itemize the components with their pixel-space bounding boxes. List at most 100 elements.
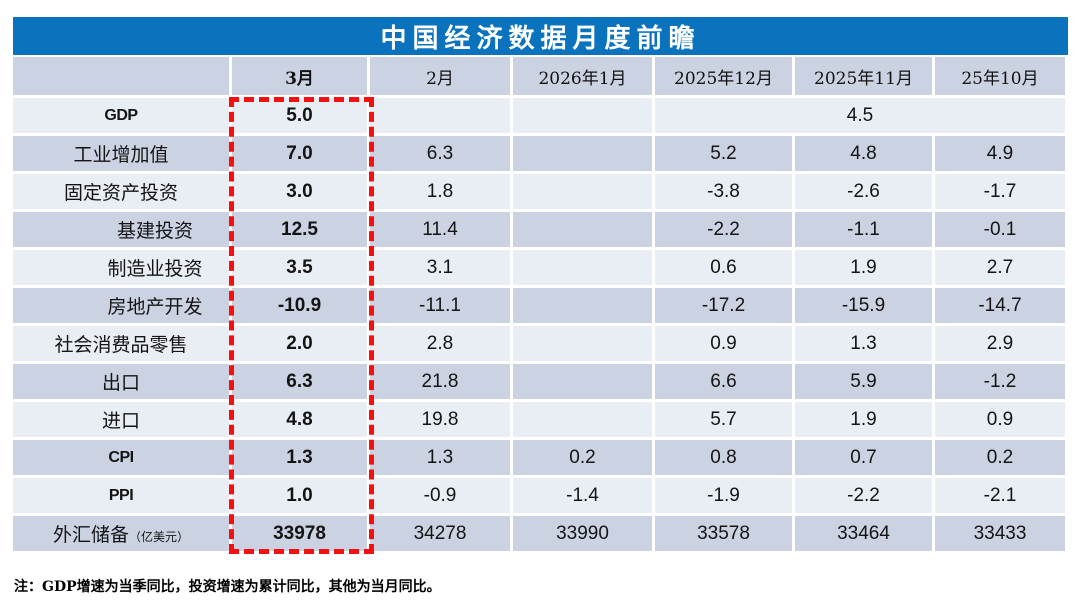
row-label: 进口 bbox=[13, 402, 229, 437]
value-cell: 5.7 bbox=[655, 402, 792, 437]
value-cell bbox=[513, 326, 652, 361]
row-label: 出口 bbox=[13, 364, 229, 399]
economic-data-table: 3月 2月 2026年1月 2025年12月 2025年11月 25年10月 GDP 5.0… bbox=[10, 54, 1068, 554]
table-row: 工业增加值 7.0 6.3 5.2 4.8 4.9 bbox=[13, 136, 1065, 171]
row-label-text: 出口 bbox=[101, 372, 140, 394]
value-cell: -2.2 bbox=[655, 212, 792, 247]
row-label-text: 制造业投资 bbox=[107, 258, 203, 280]
value-cell: -1.1 bbox=[795, 212, 932, 247]
row-label-text: CPI bbox=[108, 448, 134, 466]
value-cell: 1.9 bbox=[795, 250, 932, 285]
table-row: 进口 4.8 19.8 5.7 1.9 0.9 bbox=[13, 402, 1065, 437]
row-label-text: GDP bbox=[104, 106, 138, 124]
value-cell: -0.1 bbox=[935, 212, 1065, 247]
row-label-text: 房地产开发 bbox=[107, 296, 203, 318]
value-cell: 3.5 bbox=[232, 250, 367, 285]
header-column: 25年10月 bbox=[935, 57, 1065, 95]
value-cell: 2.0 bbox=[232, 326, 367, 361]
value-cell: 0.6 bbox=[655, 250, 792, 285]
table-row: 固定资产投资 3.0 1.8 -3.8 -2.6 -1.7 bbox=[13, 174, 1065, 209]
value-cell: 4.9 bbox=[935, 136, 1065, 171]
value-cell: 1.3 bbox=[370, 440, 510, 475]
row-label-text: 工业增加值 bbox=[73, 144, 169, 166]
value-cell: 1.0 bbox=[232, 478, 367, 513]
value-cell: -17.2 bbox=[655, 288, 792, 323]
row-label: 房地产开发 bbox=[13, 288, 229, 323]
value-cell: 0.2 bbox=[513, 440, 652, 475]
table-header-row: 3月 2月 2026年1月 2025年12月 2025年11月 25年10月 bbox=[13, 57, 1065, 95]
row-label-text: 进口 bbox=[101, 410, 140, 432]
page-title: 中国经济数据月度前瞻 bbox=[380, 23, 701, 54]
value-cell: 0.9 bbox=[935, 402, 1065, 437]
header-column: 3月 bbox=[232, 57, 367, 95]
value-cell: -15.9 bbox=[795, 288, 932, 323]
value-cell: 6.3 bbox=[370, 136, 510, 171]
value-cell: -3.8 bbox=[655, 174, 792, 209]
value-cell: 4.8 bbox=[232, 402, 367, 437]
row-label: 社会消费品零售 bbox=[13, 326, 229, 361]
header-column: 2025年12月 bbox=[655, 57, 792, 95]
table-row: CPI 1.3 1.3 0.2 0.8 0.7 0.2 bbox=[13, 440, 1065, 475]
value-cell bbox=[513, 212, 652, 247]
value-cell: -1.7 bbox=[935, 174, 1065, 209]
value-cell: 33433 bbox=[935, 516, 1065, 551]
value-cell: -2.1 bbox=[935, 478, 1065, 513]
title-bar: 中国经济数据月度前瞻 bbox=[13, 17, 1068, 55]
value-cell bbox=[513, 364, 652, 399]
table-row: 外汇储备（亿美元） 33978 34278 33990 33578 33464 33433 bbox=[13, 516, 1065, 551]
row-label: 工业增加值 bbox=[13, 136, 229, 171]
header-column: 2026年1月 bbox=[513, 57, 652, 95]
value-cell: 1.9 bbox=[795, 402, 932, 437]
value-cell: 4.5 bbox=[655, 98, 1065, 133]
value-cell: 1.3 bbox=[232, 440, 367, 475]
row-label: 基建投资 bbox=[13, 212, 229, 247]
value-cell: -1.2 bbox=[935, 364, 1065, 399]
value-cell: 19.8 bbox=[370, 402, 510, 437]
row-label-unit: （亿美元） bbox=[129, 530, 190, 544]
table-row: 社会消费品零售 2.0 2.8 0.9 1.3 2.9 bbox=[13, 326, 1065, 361]
value-cell: -2.2 bbox=[795, 478, 932, 513]
value-cell: 6.6 bbox=[655, 364, 792, 399]
row-label-text: 外汇储备 bbox=[52, 524, 129, 546]
value-cell: -0.9 bbox=[370, 478, 510, 513]
value-cell: 6.3 bbox=[232, 364, 367, 399]
table-row: 制造业投资 3.5 3.1 0.6 1.9 2.7 bbox=[13, 250, 1065, 285]
value-cell: 21.8 bbox=[370, 364, 510, 399]
value-cell: -1.4 bbox=[513, 478, 652, 513]
value-cell: 33978 bbox=[232, 516, 367, 551]
value-cell: 7.0 bbox=[232, 136, 367, 171]
value-cell: 33990 bbox=[513, 516, 652, 551]
row-label: 外汇储备（亿美元） bbox=[13, 516, 229, 551]
value-cell: 5.9 bbox=[795, 364, 932, 399]
row-label-text: PPI bbox=[108, 486, 134, 504]
value-cell: 11.4 bbox=[370, 212, 510, 247]
value-cell: 0.7 bbox=[795, 440, 932, 475]
value-cell: 12.5 bbox=[232, 212, 367, 247]
value-cell: 2.7 bbox=[935, 250, 1065, 285]
row-label: PPI bbox=[13, 478, 229, 513]
table-row: 出口 6.3 21.8 6.6 5.9 -1.2 bbox=[13, 364, 1065, 399]
value-cell bbox=[513, 402, 652, 437]
header-column: 2月 bbox=[370, 57, 510, 95]
value-cell: -2.6 bbox=[795, 174, 932, 209]
value-cell: 3.1 bbox=[370, 250, 510, 285]
table-row: 房地产开发 -10.9 -11.1 -17.2 -15.9 -14.7 bbox=[13, 288, 1065, 323]
header-column: 2025年11月 bbox=[795, 57, 932, 95]
value-cell: 4.8 bbox=[795, 136, 932, 171]
value-cell: 5.2 bbox=[655, 136, 792, 171]
header-label-column bbox=[13, 57, 229, 95]
value-cell: 2.8 bbox=[370, 326, 510, 361]
value-cell: -11.1 bbox=[370, 288, 510, 323]
value-cell: 3.0 bbox=[232, 174, 367, 209]
value-cell: 2.9 bbox=[935, 326, 1065, 361]
value-cell bbox=[513, 288, 652, 323]
value-cell: 5.0 bbox=[232, 98, 367, 133]
table-row: 基建投资 12.5 11.4 -2.2 -1.1 -0.1 bbox=[13, 212, 1065, 247]
row-label: CPI bbox=[13, 440, 229, 475]
value-cell bbox=[513, 136, 652, 171]
value-cell: 34278 bbox=[370, 516, 510, 551]
row-label: 固定资产投资 bbox=[13, 174, 229, 209]
value-cell bbox=[513, 174, 652, 209]
footnote: 注：GDP增速为当季同比，投资增速为累计同比，其他为当月同比。 bbox=[14, 579, 441, 595]
